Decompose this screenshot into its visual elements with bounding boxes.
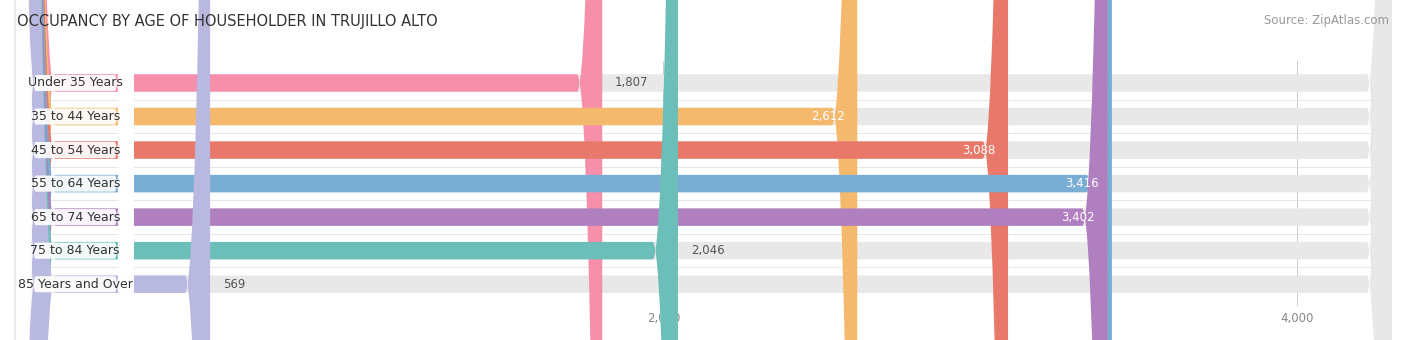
Text: 65 to 74 Years: 65 to 74 Years [31, 211, 120, 224]
Text: Source: ZipAtlas.com: Source: ZipAtlas.com [1264, 14, 1389, 27]
FancyBboxPatch shape [17, 0, 134, 340]
Text: 35 to 44 Years: 35 to 44 Years [31, 110, 120, 123]
FancyBboxPatch shape [30, 0, 678, 340]
FancyBboxPatch shape [17, 0, 134, 340]
FancyBboxPatch shape [30, 0, 209, 340]
FancyBboxPatch shape [14, 0, 1392, 340]
Text: 45 to 54 Years: 45 to 54 Years [31, 143, 120, 156]
FancyBboxPatch shape [14, 0, 1392, 340]
FancyBboxPatch shape [30, 0, 1112, 340]
Text: 1,807: 1,807 [614, 76, 648, 89]
Text: 55 to 64 Years: 55 to 64 Years [31, 177, 120, 190]
Text: 569: 569 [222, 278, 245, 291]
Text: 3,088: 3,088 [962, 143, 995, 156]
Text: 2,046: 2,046 [690, 244, 724, 257]
Text: 75 to 84 Years: 75 to 84 Years [31, 244, 120, 257]
FancyBboxPatch shape [14, 0, 1392, 340]
FancyBboxPatch shape [14, 0, 1392, 340]
FancyBboxPatch shape [17, 0, 134, 340]
FancyBboxPatch shape [30, 0, 1008, 340]
FancyBboxPatch shape [17, 0, 134, 340]
FancyBboxPatch shape [30, 0, 1108, 340]
FancyBboxPatch shape [14, 0, 1392, 340]
Text: 85 Years and Over: 85 Years and Over [18, 278, 132, 291]
FancyBboxPatch shape [14, 0, 1392, 340]
Text: 3,416: 3,416 [1066, 177, 1099, 190]
FancyBboxPatch shape [17, 0, 134, 340]
Text: 3,402: 3,402 [1062, 211, 1095, 224]
Text: Under 35 Years: Under 35 Years [28, 76, 122, 89]
FancyBboxPatch shape [30, 0, 858, 340]
FancyBboxPatch shape [17, 0, 134, 340]
FancyBboxPatch shape [14, 0, 1392, 340]
Text: OCCUPANCY BY AGE OF HOUSEHOLDER IN TRUJILLO ALTO: OCCUPANCY BY AGE OF HOUSEHOLDER IN TRUJI… [17, 14, 437, 29]
FancyBboxPatch shape [17, 0, 134, 340]
Text: 2,612: 2,612 [811, 110, 845, 123]
FancyBboxPatch shape [30, 0, 602, 340]
